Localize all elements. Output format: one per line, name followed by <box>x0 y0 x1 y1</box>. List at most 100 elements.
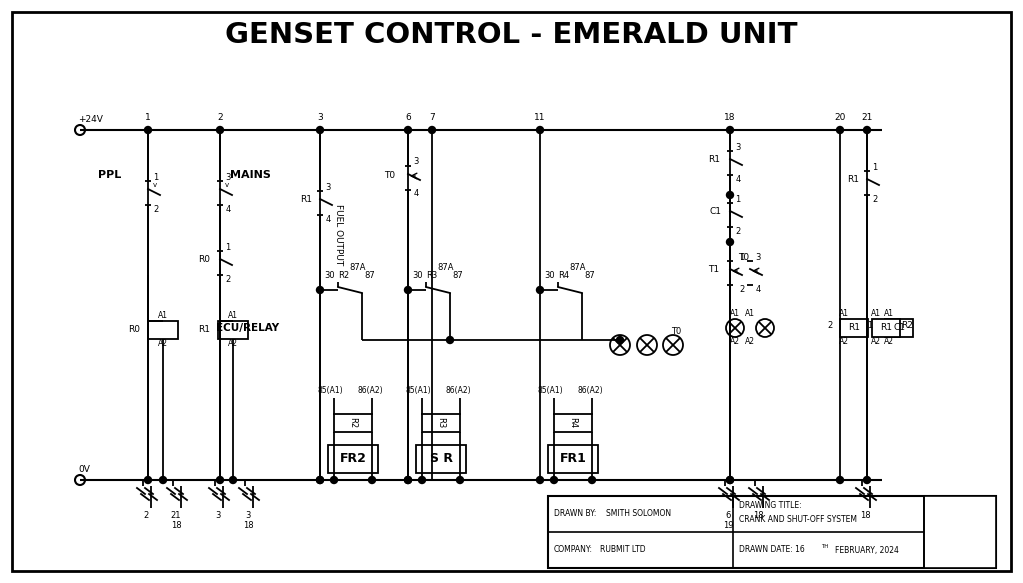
Text: R1: R1 <box>847 175 859 184</box>
Text: 4: 4 <box>736 174 741 184</box>
Text: 18: 18 <box>242 521 254 529</box>
Text: 87A: 87A <box>350 264 366 272</box>
Text: 30: 30 <box>324 272 336 280</box>
Circle shape <box>456 476 463 483</box>
Text: R1: R1 <box>848 324 860 332</box>
Circle shape <box>446 336 453 343</box>
Text: FR1: FR1 <box>560 452 586 465</box>
Text: 87: 87 <box>452 272 463 280</box>
Text: DRAWN BY:: DRAWN BY: <box>554 510 596 518</box>
Bar <box>548 445 598 473</box>
Text: 4: 4 <box>755 285 761 293</box>
Text: FR2: FR2 <box>340 452 366 465</box>
Text: 87: 87 <box>584 272 595 280</box>
Bar <box>872 319 900 337</box>
Text: 18: 18 <box>724 114 736 122</box>
Bar <box>422 414 460 432</box>
Text: 18: 18 <box>859 511 871 519</box>
Bar <box>885 319 913 337</box>
Text: T0: T0 <box>385 170 396 180</box>
Text: +24V: +24V <box>78 115 103 125</box>
Text: 4: 4 <box>325 215 330 223</box>
Polygon shape <box>957 521 964 543</box>
Circle shape <box>404 476 411 483</box>
Bar <box>924 496 996 568</box>
Circle shape <box>726 127 733 134</box>
Text: 30: 30 <box>544 272 555 280</box>
Text: v: v <box>152 182 158 188</box>
Text: R1: R1 <box>198 325 210 335</box>
Text: 11: 11 <box>534 114 545 122</box>
Text: DRAWN DATE: 16: DRAWN DATE: 16 <box>739 546 805 554</box>
Text: 21: 21 <box>171 511 181 519</box>
Circle shape <box>316 286 323 293</box>
Text: 2: 2 <box>143 511 148 519</box>
Circle shape <box>588 476 595 483</box>
Circle shape <box>429 127 436 134</box>
Polygon shape <box>934 516 986 521</box>
Text: 3: 3 <box>325 182 330 191</box>
Text: A2: A2 <box>884 338 894 346</box>
Text: R2: R2 <box>349 417 357 429</box>
Text: v: v <box>225 182 229 188</box>
Text: 3: 3 <box>755 252 761 262</box>
Text: 2: 2 <box>736 227 741 236</box>
Text: 2: 2 <box>740 285 745 293</box>
Circle shape <box>160 476 167 483</box>
Bar <box>333 414 372 432</box>
Bar <box>416 445 466 473</box>
Text: 85(A1): 85(A1) <box>537 385 563 395</box>
Text: FUEL OUTPUT: FUEL OUTPUT <box>333 205 343 266</box>
Text: 85(A1): 85(A1) <box>317 385 343 395</box>
Circle shape <box>726 476 733 483</box>
Text: 86(A2): 86(A2) <box>577 385 603 395</box>
Text: 1: 1 <box>740 252 745 262</box>
Circle shape <box>863 476 871 483</box>
Text: 1: 1 <box>873 163 878 171</box>
Text: PPL: PPL <box>98 170 122 180</box>
Text: SMITH SOLOMON: SMITH SOLOMON <box>606 510 671 518</box>
Circle shape <box>837 127 844 134</box>
Text: T0: T0 <box>671 326 681 335</box>
Text: 86(A2): 86(A2) <box>357 385 383 395</box>
Text: C1: C1 <box>710 208 722 216</box>
Text: R2: R2 <box>339 272 350 280</box>
Text: 7: 7 <box>429 114 435 122</box>
Text: R0: R0 <box>198 255 210 265</box>
Circle shape <box>536 476 543 483</box>
Text: ECU/RELAY: ECU/RELAY <box>217 323 279 333</box>
Text: 1: 1 <box>868 321 873 331</box>
Circle shape <box>726 238 733 245</box>
Circle shape <box>550 476 558 483</box>
Text: 3: 3 <box>413 157 418 167</box>
Bar <box>148 321 178 339</box>
Text: 2: 2 <box>217 114 223 122</box>
Text: 21: 21 <box>861 114 873 122</box>
Text: 86(A2): 86(A2) <box>445 385 471 395</box>
Polygon shape <box>934 543 986 548</box>
Circle shape <box>726 476 733 483</box>
Circle shape <box>217 127 223 134</box>
Text: COMPANY:: COMPANY: <box>554 546 593 554</box>
Text: A2: A2 <box>871 338 881 346</box>
Text: GENSET CONTROL - EMERALD UNIT: GENSET CONTROL - EMERALD UNIT <box>225 21 797 49</box>
Text: 3: 3 <box>246 511 251 519</box>
Bar <box>840 319 868 337</box>
Text: A1: A1 <box>871 310 881 318</box>
Text: T0: T0 <box>739 254 750 262</box>
Circle shape <box>217 476 223 483</box>
Text: 85(A1): 85(A1) <box>405 385 431 395</box>
Text: FEBRUARY, 2024: FEBRUARY, 2024 <box>835 546 899 554</box>
Text: R3: R3 <box>437 417 445 429</box>
Text: 4: 4 <box>413 189 418 198</box>
Text: 1: 1 <box>153 173 159 181</box>
Text: S R: S R <box>430 452 452 465</box>
Text: C1: C1 <box>893 324 905 332</box>
Text: 18: 18 <box>171 521 181 529</box>
Text: A1: A1 <box>730 310 740 318</box>
Bar <box>218 321 248 339</box>
Bar <box>328 445 379 473</box>
Text: T1: T1 <box>709 265 719 275</box>
Text: R4: R4 <box>559 272 570 280</box>
Circle shape <box>316 476 323 483</box>
